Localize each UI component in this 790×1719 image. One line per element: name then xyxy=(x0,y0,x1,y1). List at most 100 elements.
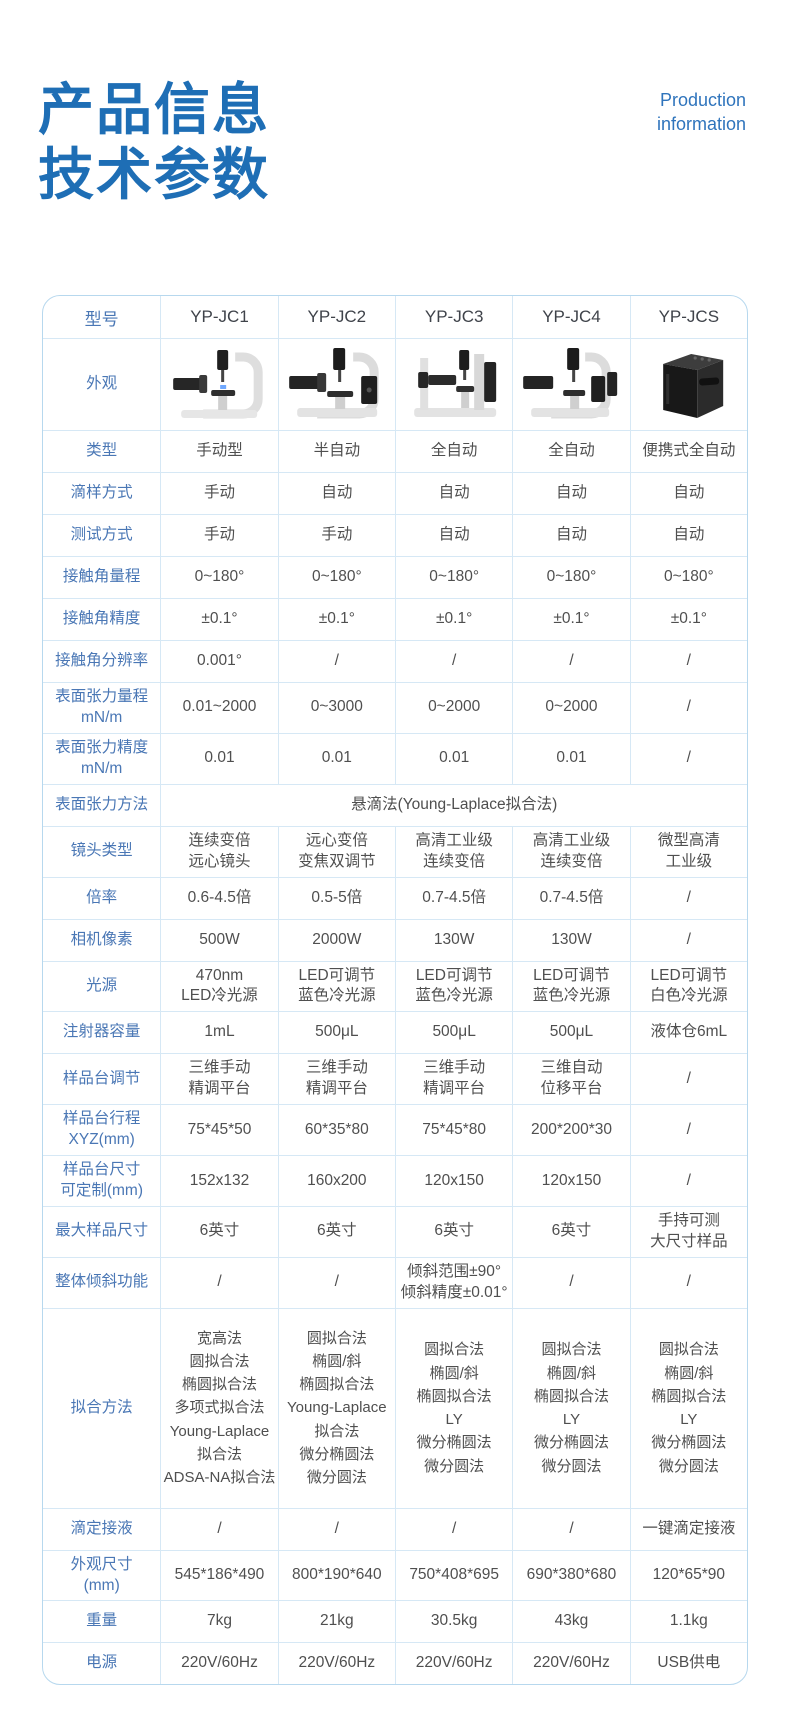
row-value: 60*35*80 xyxy=(277,1104,395,1156)
table-row: 样品台调节 三维手动 精调平台 三维手动 精调平台 三维手动 精调平台 三维自动 位移平… xyxy=(43,1053,747,1105)
table-row: 镜头类型 连续变倍 远心镜头 远心变倍 变焦双调节 高清工业级 连续变倍 高清工业级 连… xyxy=(43,825,747,877)
row-value: 液体仓6mL xyxy=(629,1011,747,1054)
row-value: 43kg xyxy=(512,1600,630,1643)
row-value: 自动 xyxy=(629,472,747,514)
row-value: 半自动 xyxy=(277,430,395,472)
page-title-line1: 产品信息 xyxy=(38,78,270,141)
row-value: 0~180° xyxy=(160,556,278,598)
row-value: 自动 xyxy=(277,472,395,514)
row-value: 圆拟合法 椭圆/斜 椭圆拟合法 LY 微分椭圆法 微分圆法 xyxy=(629,1307,747,1508)
row-value: 0.01 xyxy=(277,732,395,784)
row-value: 0.6-4.5倍 xyxy=(160,876,278,919)
table-row: 光源 470nm LED冷光源 LED可调节 蓝色冷光源 LED可调节 蓝色冷光源 LE… xyxy=(43,960,747,1012)
table-header-row: 型号 YP-JC1 YP-JC2 YP-JC3 YP-JC4 YP-JCS xyxy=(43,296,747,338)
table-row: 整体倾斜功能 / / 倾斜范围±90° 倾斜精度±0.01° / / xyxy=(43,1256,747,1308)
row-value: 三维手动 精调平台 xyxy=(160,1053,278,1105)
table-row: 最大样品尺寸 6英寸 6英寸 6英寸 6英寸 手持可测 大尺寸样品 xyxy=(43,1205,747,1257)
row-value: 120*65*90 xyxy=(629,1549,747,1601)
row-value: / xyxy=(394,640,513,682)
product-image-yp-jc3-icon xyxy=(414,349,497,417)
row-label: 接触角精度 xyxy=(43,598,161,640)
row-value: / xyxy=(629,1155,747,1206)
row-label: 接触角分辨率 xyxy=(43,640,161,682)
row-value: 圆拟合法 椭圆/斜 椭圆拟合法 LY 微分椭圆法 微分圆法 xyxy=(394,1307,513,1508)
row-value: / xyxy=(512,1256,630,1308)
row-label: 样品台调节 xyxy=(43,1053,161,1104)
row-label: 类型 xyxy=(43,430,161,472)
row-value: 0~2000 xyxy=(512,682,630,733)
row-value: 6英寸 xyxy=(277,1205,395,1257)
row-value: 6英寸 xyxy=(512,1205,630,1257)
row-value: 7kg xyxy=(160,1600,278,1643)
table-row: 接触角精度 ±0.1° ±0.1° ±0.1° ±0.1° ±0.1° xyxy=(43,598,747,640)
row-value: 远心变倍 变焦双调节 xyxy=(277,825,395,877)
row-value: 690*380*680 xyxy=(512,1549,630,1601)
row-value: 连续变倍 远心镜头 xyxy=(160,825,278,877)
row-value: / xyxy=(160,1507,278,1550)
row-value: 130W xyxy=(512,918,630,961)
table-row: 外观尺寸 (mm) 545*186*490 800*190*640 750*408*6… xyxy=(43,1549,747,1601)
row-value: 130W xyxy=(394,918,513,961)
page-subtitle-line2: information xyxy=(656,114,746,135)
row-value: / xyxy=(394,1507,513,1550)
row-value: / xyxy=(629,682,747,733)
row-value: / xyxy=(277,1507,395,1550)
row-value: / xyxy=(629,876,747,919)
row-value: 一键滴定接液 xyxy=(629,1507,747,1550)
table-row: 倍率 0.6-4.5倍 0.5-5倍 0.7-4.5倍 0.7-4.5倍 / xyxy=(43,876,747,919)
row-value: / xyxy=(629,918,747,961)
row-label: 注射器容量 xyxy=(43,1011,161,1053)
row-value: 0~180° xyxy=(394,556,513,598)
row-label: 滴定接液 xyxy=(43,1507,161,1550)
row-value: 0.5-5倍 xyxy=(277,876,395,919)
row-label: 最大样品尺寸 xyxy=(43,1205,161,1257)
product-image-yp-jcs-icon xyxy=(662,353,723,418)
row-label: 接触角量程 xyxy=(43,556,161,598)
row-label: 光源 xyxy=(43,960,161,1012)
table-row: 相机像素 500W 2000W 130W 130W / xyxy=(43,918,747,961)
row-value: 0~180° xyxy=(277,556,395,598)
row-value: / xyxy=(629,1256,747,1308)
row-value: 三维手动 精调平台 xyxy=(277,1053,395,1105)
table-row: 电源 220V/60Hz 220V/60Hz 220V/60Hz 220V/60Hz US… xyxy=(43,1642,747,1685)
table-row: 表面张力精度 mN/m 0.01 0.01 0.01 0.01/ xyxy=(43,732,747,784)
row-value: / xyxy=(277,1256,395,1308)
row-label: 重量 xyxy=(43,1600,161,1642)
row-value: 470nm LED冷光源 xyxy=(160,960,278,1012)
row-value: 120x150 xyxy=(394,1155,513,1206)
row-value: 1mL xyxy=(160,1011,278,1054)
row-value: 152x132 xyxy=(160,1155,278,1206)
row-label: 样品台尺寸 可定制(mm) xyxy=(43,1155,161,1206)
row-value: / xyxy=(512,1507,630,1550)
row-label: 外观尺寸 (mm) xyxy=(43,1549,161,1601)
row-value: 全自动 xyxy=(394,430,513,472)
row-value: 0.7-4.5倍 xyxy=(394,876,513,919)
row-value: 倾斜范围±90° 倾斜精度±0.01° xyxy=(394,1256,513,1308)
row-value: 0~180° xyxy=(629,556,747,598)
table-row: 表面张力量程 mN/m 0.01~2000 0~3000 0~2000 0~2000/ xyxy=(43,682,747,733)
row-value: 6英寸 xyxy=(160,1205,278,1257)
appearance-cell xyxy=(160,338,278,430)
row-value: / xyxy=(160,1256,278,1308)
row-value: 2000W xyxy=(277,918,395,961)
row-value: 0.01 xyxy=(512,732,630,784)
row-value: 0.7-4.5倍 xyxy=(512,876,630,919)
product-image-yp-jc1-icon xyxy=(173,349,263,418)
row-label: 测试方式 xyxy=(43,514,161,556)
row-label: 电源 xyxy=(43,1642,161,1684)
table-row: 滴定接液 / / / / 一键滴定接液 xyxy=(43,1507,747,1550)
row-value: 120x150 xyxy=(512,1155,630,1206)
row-label: 倍率 xyxy=(43,876,161,919)
table-row: 测试方式 手动 手动 自动 自动 自动 xyxy=(43,514,747,556)
row-value: 手持可测 大尺寸样品 xyxy=(629,1205,747,1257)
row-label: 相机像素 xyxy=(43,918,161,961)
appearance-cell xyxy=(512,338,630,430)
table-row: 样品台尺寸 可定制(mm) 152x132 160x200 120x150 120x15… xyxy=(43,1155,747,1206)
row-label: 镜头类型 xyxy=(43,825,161,877)
row-value-span: 悬滴法(Young-Laplace拟合法) xyxy=(160,783,747,826)
row-value: ±0.1° xyxy=(277,598,395,640)
row-value: 0.001° xyxy=(160,640,278,682)
row-value: 手动 xyxy=(277,514,395,556)
row-value: / xyxy=(629,732,747,784)
